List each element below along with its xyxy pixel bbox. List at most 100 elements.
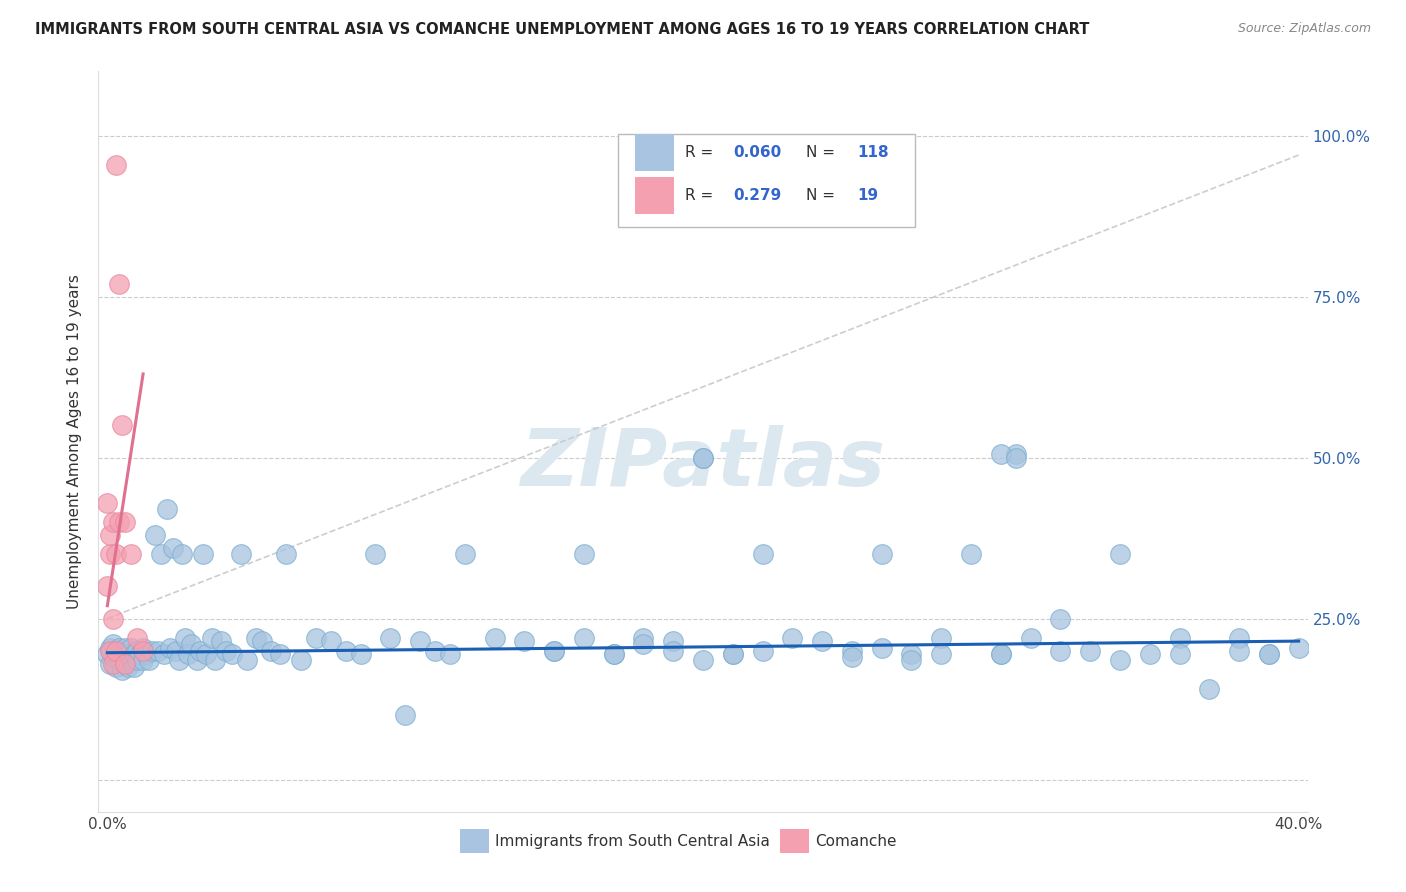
Point — [108, 277, 131, 291]
Point — [721, 647, 744, 661]
Point — [96, 579, 118, 593]
Point — [543, 644, 565, 658]
Text: ZIPatlas: ZIPatlas — [520, 425, 886, 503]
Point — [111, 663, 134, 677]
Point — [120, 547, 142, 561]
Point — [409, 634, 432, 648]
Point — [841, 650, 863, 665]
Point — [111, 647, 134, 661]
Point — [1168, 647, 1191, 661]
Point — [105, 158, 128, 172]
Point — [194, 647, 217, 661]
Point — [141, 644, 163, 658]
Point — [96, 647, 118, 661]
Point — [105, 644, 128, 658]
Text: N =: N = — [806, 187, 839, 202]
FancyBboxPatch shape — [636, 134, 673, 171]
Point — [165, 644, 187, 658]
Point — [114, 657, 136, 671]
Text: IMMIGRANTS FROM SOUTH CENTRAL ASIA VS COMANCHE UNEMPLOYMENT AMONG AGES 16 TO 19 : IMMIGRANTS FROM SOUTH CENTRAL ASIA VS CO… — [35, 22, 1090, 37]
Point — [120, 653, 142, 667]
Text: N =: N = — [806, 145, 839, 160]
Point — [127, 631, 149, 645]
Point — [260, 644, 283, 658]
FancyBboxPatch shape — [460, 830, 489, 853]
Point — [1227, 644, 1250, 658]
FancyBboxPatch shape — [780, 830, 810, 853]
Point — [751, 547, 773, 561]
Point — [114, 653, 136, 667]
Point — [900, 653, 922, 667]
Point — [146, 644, 169, 658]
Point — [108, 653, 131, 667]
Point — [692, 450, 714, 465]
Point — [149, 547, 172, 561]
Point — [252, 634, 274, 648]
Point — [127, 653, 149, 667]
Point — [1198, 682, 1220, 697]
Point — [132, 653, 155, 667]
Point — [1049, 644, 1071, 658]
Point — [602, 647, 624, 661]
Point — [103, 637, 125, 651]
Point — [602, 647, 624, 661]
Text: 19: 19 — [858, 187, 879, 202]
Point — [692, 653, 714, 667]
Point — [1257, 647, 1279, 661]
Point — [721, 647, 744, 661]
Point — [960, 547, 983, 561]
Point — [1004, 447, 1026, 461]
Point — [662, 634, 685, 648]
Point — [454, 547, 477, 561]
Point — [1139, 647, 1161, 661]
Point — [990, 447, 1012, 461]
Point — [364, 547, 387, 561]
Point — [122, 660, 145, 674]
Point — [114, 515, 136, 529]
Point — [990, 647, 1012, 661]
Y-axis label: Unemployment Among Ages 16 to 19 years: Unemployment Among Ages 16 to 19 years — [67, 274, 83, 609]
Point — [186, 653, 208, 667]
Point — [633, 637, 655, 651]
Point — [274, 547, 297, 561]
Point — [200, 631, 222, 645]
Point — [1049, 611, 1071, 625]
Point — [335, 644, 357, 658]
Point — [572, 547, 595, 561]
Point — [1227, 631, 1250, 645]
Point — [96, 496, 118, 510]
Point — [98, 640, 121, 655]
Point — [1288, 640, 1310, 655]
Point — [132, 640, 155, 655]
Point — [122, 647, 145, 661]
Point — [117, 660, 139, 674]
Point — [103, 657, 125, 671]
Point — [105, 547, 128, 561]
Point — [103, 650, 125, 665]
Point — [439, 647, 461, 661]
Point — [162, 541, 184, 555]
Point — [1004, 450, 1026, 465]
Point — [305, 631, 328, 645]
Point — [180, 637, 202, 651]
Point — [633, 631, 655, 645]
Point — [484, 631, 506, 645]
Point — [98, 644, 121, 658]
Point — [236, 653, 259, 667]
Point — [159, 640, 181, 655]
Point — [114, 640, 136, 655]
Text: Comanche: Comanche — [815, 834, 897, 849]
Text: 118: 118 — [858, 145, 890, 160]
Point — [380, 631, 402, 645]
Point — [98, 547, 121, 561]
FancyBboxPatch shape — [636, 177, 673, 214]
Point — [120, 640, 142, 655]
Point — [692, 450, 714, 465]
Point — [1257, 647, 1279, 661]
Text: Source: ZipAtlas.com: Source: ZipAtlas.com — [1237, 22, 1371, 36]
Point — [900, 647, 922, 661]
Point — [173, 631, 195, 645]
Point — [209, 634, 232, 648]
Point — [423, 644, 446, 658]
Point — [929, 631, 952, 645]
